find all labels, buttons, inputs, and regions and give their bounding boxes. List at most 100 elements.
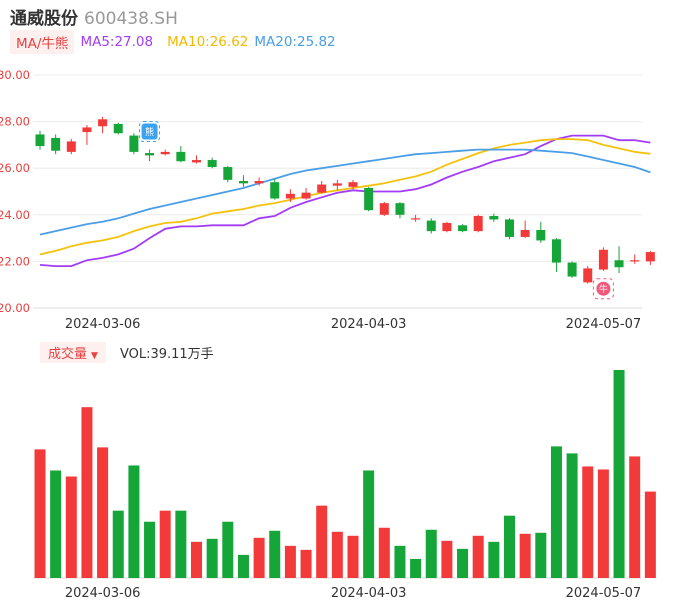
candle: [364, 186, 374, 212]
volume-bar: [582, 466, 594, 578]
candle-body: [411, 218, 421, 220]
y-tick-label: 26.00: [0, 161, 30, 175]
candle-body: [317, 184, 327, 193]
bull-marker-label: 牛: [599, 283, 608, 295]
candle-body: [160, 151, 170, 155]
candle-body: [473, 215, 483, 232]
volume-bar: [488, 541, 500, 578]
candle-body: [551, 239, 561, 263]
volume-bar: [206, 538, 218, 578]
candle-body: [207, 160, 217, 168]
candle: [113, 122, 123, 135]
volume-bar: [191, 541, 202, 578]
volume-selector-button[interactable]: 成交量 ▼: [40, 341, 106, 363]
candle-body: [254, 181, 264, 184]
candle: [442, 221, 452, 233]
candle: [583, 266, 593, 284]
volume-bar: [394, 545, 406, 578]
candle-body: [129, 135, 139, 152]
candle-body: [645, 252, 655, 262]
candle-body: [583, 268, 593, 283]
candle-body: [301, 192, 311, 199]
candle-body: [364, 188, 374, 211]
candle-body: [489, 215, 499, 220]
stock-code: 600438.SH: [84, 9, 178, 29]
candle: [473, 214, 483, 233]
candle-body: [176, 151, 186, 162]
candle: [192, 155, 201, 164]
bull-marker-frame: [592, 278, 614, 300]
candle: [301, 188, 311, 200]
candle-body: [332, 183, 342, 186]
candle: [598, 247, 608, 271]
candle: [66, 139, 76, 155]
candle-body: [442, 222, 452, 232]
volume-bar: [504, 515, 515, 578]
ma-indicator-row: MA/牛熊 MA5:27.08 MA10:26.62 MA20:25.82: [10, 30, 336, 54]
volume-bar: [597, 469, 609, 578]
volume-bar: [425, 529, 437, 578]
candle-body: [567, 262, 577, 277]
volume-bar: [535, 532, 547, 578]
ma20-value: MA20:25.82: [254, 34, 336, 50]
candle: [348, 179, 358, 190]
candle: [270, 178, 280, 200]
candlestick-chart[interactable]: 30.00 28.00 26.00 24.00 22.00 20.00 2024-03-06…: [0, 0, 686, 340]
y-tick-label: 20.00: [0, 301, 30, 315]
volume-x-tick-label: 2024-03-06: [65, 586, 141, 601]
volume-bar: [284, 545, 296, 578]
candle-body: [520, 229, 530, 237]
candle: [51, 134, 61, 155]
candle: [630, 254, 640, 264]
candle-body: [98, 119, 108, 127]
volume-bar: [269, 530, 281, 578]
candle-body: [505, 219, 514, 237]
volume-bar: [112, 510, 124, 578]
candle-body: [270, 182, 280, 199]
volume-bar: [300, 549, 312, 578]
ma-line-ma5: [39, 134, 651, 268]
candle: [145, 149, 155, 162]
bear-marker-bg: [141, 123, 158, 140]
volume-bar: [519, 533, 531, 578]
bull-marker-icon: 牛: [592, 278, 614, 300]
candle: [176, 146, 186, 163]
ma10-value: MA10:26.62: [167, 34, 249, 50]
volume-bar: [65, 476, 77, 578]
candle-body: [82, 127, 92, 133]
ma-line-ma10: [39, 138, 651, 256]
y-tick-label: 22.00: [0, 254, 30, 268]
candle: [426, 218, 436, 234]
candle-body: [614, 260, 624, 268]
volume-bar: [378, 527, 390, 578]
volume-value: VOL:39.11万手: [119, 346, 214, 362]
ma-selector-button[interactable]: MA/牛熊: [10, 30, 75, 54]
candle: [379, 201, 389, 216]
volume-bar: [410, 558, 422, 578]
volume-bar: [472, 535, 484, 578]
volume-bar: [237, 554, 249, 578]
candle: [395, 201, 405, 219]
volume-bar: [316, 505, 328, 578]
candle: [238, 175, 248, 187]
bear-marker-frame: [139, 121, 161, 143]
candle-body: [223, 167, 233, 180]
volume-bar: [629, 456, 641, 578]
candle-body: [66, 141, 76, 152]
candle: [285, 189, 295, 202]
candle: [411, 214, 421, 222]
candle: [505, 218, 514, 240]
bull-marker-bg: [596, 281, 611, 296]
volume-bar: [613, 370, 625, 578]
x-tick-label: 2024-05-07: [566, 317, 642, 332]
volume-bar: [97, 447, 109, 578]
volume-bar: [566, 453, 578, 578]
volume-bar: [550, 446, 562, 578]
candle: [536, 221, 546, 243]
ma-line-ma20: [39, 148, 651, 236]
volume-bar: [81, 407, 93, 578]
candle-body: [238, 181, 248, 184]
bear-marker-icon: 熊: [139, 121, 161, 143]
volume-bar: [347, 535, 359, 578]
candle-body: [348, 182, 358, 187]
